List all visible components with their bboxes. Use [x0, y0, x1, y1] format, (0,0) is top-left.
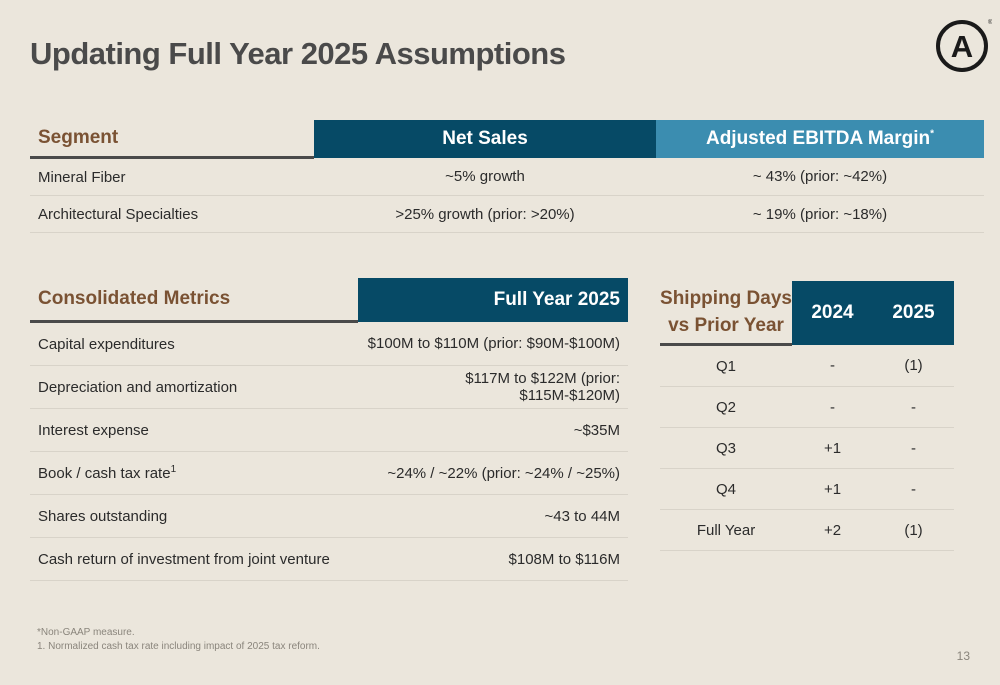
- metric-value: ~43 to 44M: [358, 494, 628, 538]
- year-2025-header: 2025: [873, 281, 954, 345]
- table-row: Capital expenditures $100M to $110M (pri…: [30, 321, 628, 366]
- full-year-header: Full Year 2025: [358, 278, 628, 322]
- metric-label: Shares outstanding: [30, 494, 358, 538]
- days-2025: -: [873, 427, 954, 469]
- table-row: Mineral Fiber ~5% growth ~ 43% (prior: ~…: [30, 157, 984, 196]
- table-row: Architectural Specialties >25% growth (p…: [30, 195, 984, 233]
- segment-table: Segment Net Sales Adjusted EBITDA Margin…: [30, 120, 984, 233]
- days-2024: +1: [792, 468, 873, 510]
- net-sales-value: ~5% growth: [314, 157, 656, 196]
- footnote: 1. Normalized cash tax rate including im…: [37, 641, 320, 652]
- ebitda-value: ~ 19% (prior: ~18%): [656, 195, 984, 233]
- period-label: Q2: [660, 386, 792, 428]
- table-row: Q1 - (1): [660, 344, 954, 387]
- metric-label: Capital expenditures: [30, 321, 358, 366]
- period-label: Q4: [660, 468, 792, 510]
- segment-name: Architectural Specialties: [30, 195, 314, 233]
- table-row: Q4 +1 -: [660, 468, 954, 510]
- registered-mark: ®: [988, 19, 992, 26]
- segment-name: Mineral Fiber: [30, 157, 314, 196]
- days-2024: +1: [792, 427, 873, 469]
- table-row: Cash return of investment from joint ven…: [30, 537, 628, 581]
- period-label: Q1: [660, 344, 792, 387]
- days-2025: -: [873, 386, 954, 428]
- table-row: Full Year +2 (1): [660, 509, 954, 551]
- page-number: 13: [956, 649, 970, 663]
- ebitda-margin-header: Adjusted EBITDA Margin*: [656, 120, 984, 158]
- consolidated-metrics-table: Consolidated Metrics Full Year 2025 Capi…: [30, 278, 628, 581]
- period-label: Q3: [660, 427, 792, 469]
- armstrong-logo: A ®: [936, 19, 992, 72]
- table-row: Depreciation and amortization $117M to $…: [30, 365, 628, 409]
- days-2024: +2: [792, 509, 873, 551]
- days-2025: (1): [873, 344, 954, 387]
- table-row: Shares outstanding ~43 to 44M: [30, 494, 628, 538]
- table-row: Q3 +1 -: [660, 427, 954, 469]
- days-2024: -: [792, 344, 873, 387]
- segment-header: Segment: [30, 120, 314, 159]
- days-2025: -: [873, 468, 954, 510]
- shipping-days-table: Shipping Days vs Prior Year 2024 2025 Q1 …: [660, 281, 954, 551]
- ebitda-value: ~ 43% (prior: ~42%): [656, 157, 984, 196]
- net-sales-header: Net Sales: [314, 120, 656, 158]
- page-title: Updating Full Year 2025 Assumptions: [30, 36, 566, 71]
- metric-label: Depreciation and amortization: [30, 365, 358, 409]
- metric-label: Cash return of investment from joint ven…: [30, 537, 358, 581]
- shipping-days-header: Shipping Days vs Prior Year: [660, 281, 792, 346]
- metric-label: Book / cash tax rate1: [30, 451, 358, 495]
- table-row: Interest expense ~$35M: [30, 408, 628, 452]
- table-row: Q2 - -: [660, 386, 954, 428]
- table-row: Book / cash tax rate1 ~24% / ~22% (prior…: [30, 451, 628, 495]
- footnotes: *Non-GAAP measure. 1. Normalized cash ta…: [37, 626, 320, 654]
- net-sales-value: >25% growth (prior: >20%): [314, 195, 656, 233]
- metric-value: $117M to $122M (prior: $115M-$120M): [358, 365, 628, 409]
- metric-value: ~24% / ~22% (prior: ~24% / ~25%): [358, 451, 628, 495]
- logo-letter: A: [951, 29, 973, 64]
- metric-value: $100M to $110M (prior: $90M-$100M): [358, 321, 628, 366]
- days-2024: -: [792, 386, 873, 428]
- metric-value: $108M to $116M: [358, 537, 628, 581]
- metric-label: Interest expense: [30, 408, 358, 452]
- metrics-header: Consolidated Metrics: [30, 278, 358, 323]
- footnote: *Non-GAAP measure.: [37, 627, 135, 638]
- metric-value: ~$35M: [358, 408, 628, 452]
- days-2025: (1): [873, 509, 954, 551]
- year-2024-header: 2024: [792, 281, 873, 345]
- period-label: Full Year: [660, 509, 792, 551]
